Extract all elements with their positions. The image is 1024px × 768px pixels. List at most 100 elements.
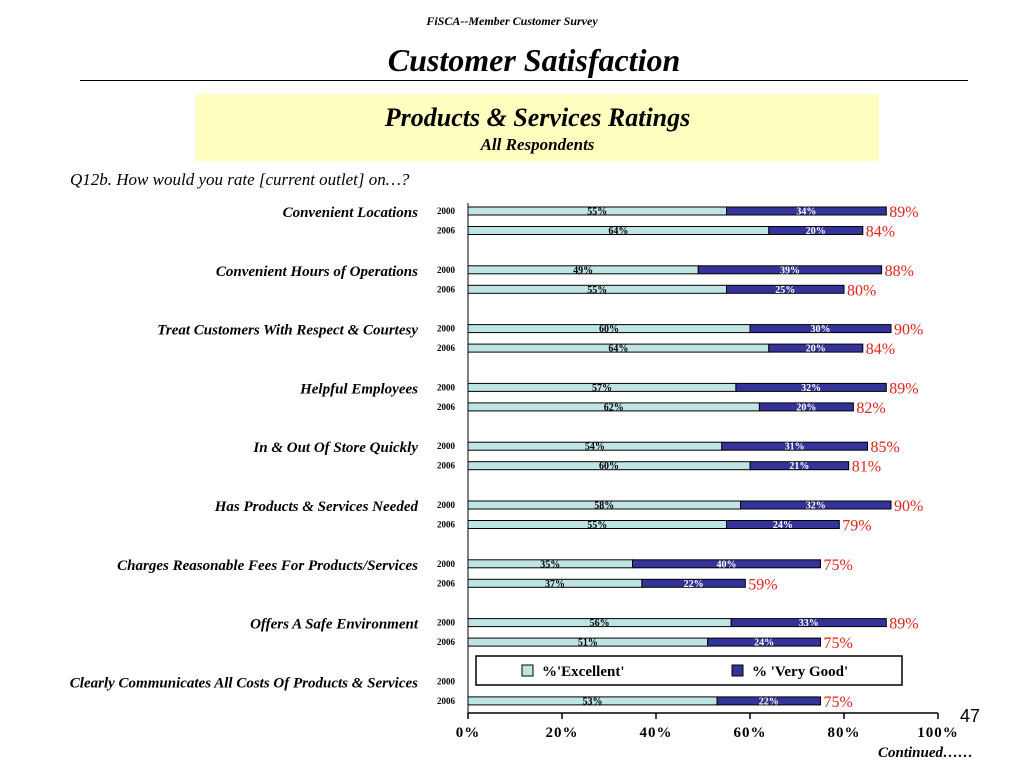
total-value-label: 59% [748, 576, 777, 593]
excellent-value-label: 60% [599, 324, 619, 335]
very-good-value-label: 40% [717, 559, 737, 570]
excellent-value-label: 58% [594, 501, 614, 512]
very-good-value-label: 20% [796, 402, 816, 413]
category-label: Convenient Hours of Operations [216, 264, 418, 280]
year-label: 2000 [437, 618, 456, 628]
bar-very-good [726, 206, 887, 216]
very-good-value-label: 32% [806, 501, 826, 512]
x-tick-label: 100% [917, 725, 959, 741]
bar-very-good [768, 343, 864, 353]
year-label: 2000 [437, 324, 456, 334]
bar-very-good [726, 284, 845, 294]
legend-label: %'Excellent' [542, 664, 625, 680]
year-label: 2000 [437, 559, 456, 569]
very-good-value-label: 32% [801, 383, 821, 394]
bar-very-good [758, 402, 854, 412]
bar-very-good [749, 461, 850, 471]
very-good-value-label: 21% [789, 461, 809, 472]
total-value-label: 88% [885, 263, 914, 280]
excellent-value-label: 37% [545, 579, 565, 590]
excellent-value-label: 51% [578, 638, 598, 649]
very-good-value-label: 22% [759, 696, 779, 707]
year-label: 2006 [437, 343, 456, 353]
slide-number: 47 [960, 706, 981, 726]
page-title: Customer Satisfaction [387, 42, 681, 78]
section-banner: Products & Services Ratings All Responde… [196, 94, 879, 161]
bar-very-good [721, 441, 868, 451]
legend-swatch-excellent [521, 664, 534, 677]
legend-label: % 'Very Good' [752, 664, 848, 680]
banner-title: Products & Services Ratings [384, 103, 691, 132]
category-label: Has Products & Services Needed [214, 499, 419, 515]
excellent-value-label: 64% [608, 226, 628, 237]
category-label: Treat Customers With Respect & Courtesy [157, 323, 418, 339]
bar-very-good [726, 520, 840, 529]
bar-very-good [730, 618, 887, 628]
year-label: 2006 [437, 461, 456, 471]
excellent-value-label: 55% [587, 520, 607, 531]
very-good-value-label: 34% [796, 207, 816, 218]
category-label: In & Out Of Store Quickly [252, 440, 418, 456]
year-label: 2000 [437, 206, 456, 216]
bar-very-good [641, 578, 746, 588]
excellent-value-label: 53% [583, 696, 603, 707]
total-value-label: 75% [824, 557, 853, 574]
x-tick-label: 40% [640, 725, 673, 741]
total-value-label: 75% [824, 635, 853, 652]
year-label: 2006 [437, 696, 456, 706]
x-tick-label: 60% [734, 725, 767, 741]
very-good-value-label: 24% [754, 638, 774, 649]
very-good-value-label: 22% [684, 579, 704, 590]
bar-very-good [632, 559, 821, 569]
very-good-value-label: 33% [799, 618, 819, 629]
total-value-label: 80% [847, 282, 876, 299]
year-label: 2000 [437, 265, 456, 275]
title-divider [80, 80, 968, 81]
year-label: 2000 [437, 676, 456, 686]
total-value-label: 89% [889, 616, 918, 633]
bar-very-good [735, 382, 887, 392]
bar-very-good [740, 500, 892, 510]
year-label: 2000 [437, 441, 456, 451]
bar-very-good [707, 637, 822, 647]
year-label: 2006 [437, 520, 456, 530]
category-label: Convenient Locations [283, 205, 419, 221]
very-good-value-label: 25% [775, 285, 795, 296]
category-label: Offers A Safe Environment [250, 617, 419, 633]
very-good-value-label: 39% [780, 265, 800, 276]
excellent-value-label: 56% [590, 618, 610, 629]
very-good-value-label: 30% [811, 324, 831, 335]
total-value-label: 81% [852, 459, 881, 476]
total-value-label: 90% [894, 322, 923, 339]
bar-very-good [768, 226, 864, 235]
year-label: 2006 [437, 226, 456, 236]
excellent-value-label: 49% [573, 265, 593, 276]
legend-swatch-very-good [731, 664, 744, 677]
total-value-label: 90% [894, 498, 923, 515]
year-label: 2006 [437, 402, 456, 412]
excellent-value-label: 62% [604, 402, 624, 413]
year-label: 2006 [437, 578, 456, 588]
total-value-label: 89% [889, 204, 918, 221]
banner-subtitle: All Respondents [480, 135, 595, 154]
year-label: 2000 [437, 382, 456, 392]
bar-very-good [716, 696, 821, 706]
excellent-value-label: 57% [592, 383, 612, 394]
total-value-label: 84% [866, 224, 895, 241]
year-label: 2006 [437, 637, 456, 647]
category-label: Charges Reasonable Fees For Products/Ser… [117, 558, 418, 574]
excellent-value-label: 64% [608, 344, 628, 355]
very-good-value-label: 31% [785, 442, 805, 453]
excellent-value-label: 55% [587, 285, 607, 296]
excellent-value-label: 54% [585, 442, 605, 453]
total-value-label: 89% [889, 380, 918, 397]
very-good-value-label: 20% [806, 344, 826, 355]
excellent-value-label: 60% [599, 461, 619, 472]
total-value-label: 84% [866, 341, 895, 358]
x-tick-label: 20% [546, 725, 579, 741]
continued-note: Continued…… [878, 745, 974, 761]
bar-very-good [749, 324, 892, 334]
x-tick-label: 0% [456, 725, 481, 741]
very-good-value-label: 20% [806, 226, 826, 237]
